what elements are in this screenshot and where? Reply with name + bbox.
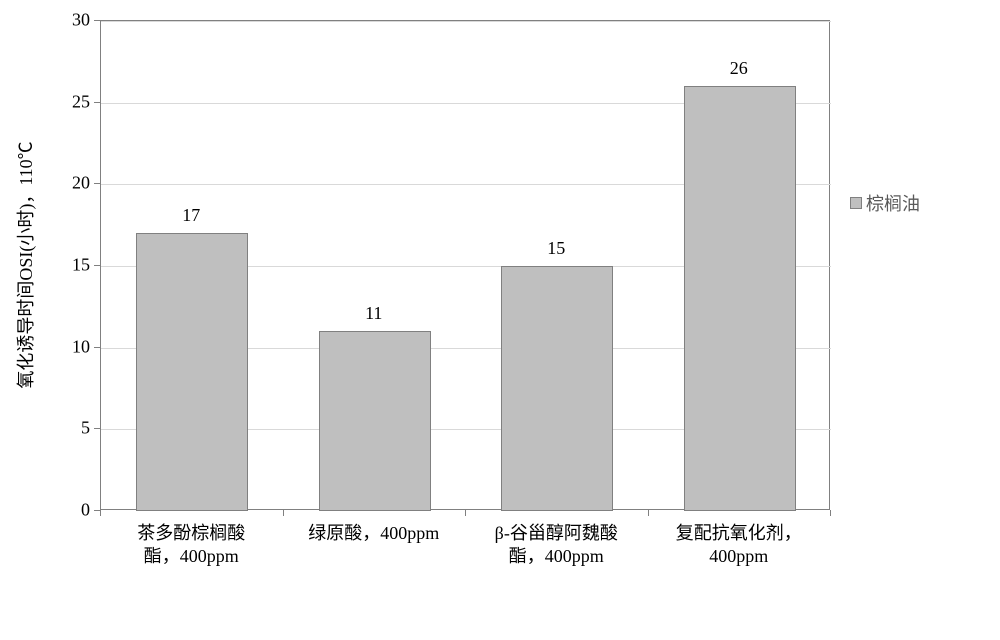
y-tick-label: 25 — [72, 91, 90, 112]
bar-value-label: 17 — [182, 205, 200, 226]
y-tick-mark — [94, 183, 100, 184]
bar-value-label: 26 — [730, 58, 748, 79]
y-tick-mark — [94, 347, 100, 348]
legend-swatch — [850, 197, 862, 209]
y-tick-label: 30 — [72, 10, 90, 31]
legend: 棕榈油 — [850, 190, 920, 216]
y-gridline — [101, 21, 831, 22]
plot-area — [100, 20, 830, 510]
y-axis-title: 氧化诱导时间OSI(小时)，110℃ — [12, 141, 38, 388]
bar-value-label: 15 — [547, 238, 565, 259]
x-tick-mark — [648, 510, 649, 516]
bar — [319, 331, 431, 511]
bar-chart: 氧化诱导时间OSI(小时)，110℃ 0 5 10 15 20 25 30 茶多酚棕榈酸酯，… — [0, 0, 1000, 640]
y-tick-label: 10 — [72, 336, 90, 357]
x-tick-mark — [465, 510, 466, 516]
x-category-label: 复配抗氧化剂，400ppm — [648, 522, 831, 569]
y-tick-mark — [94, 265, 100, 266]
y-tick-mark — [94, 102, 100, 103]
y-tick-label: 20 — [72, 173, 90, 194]
bar — [501, 266, 613, 511]
x-category-label: β-谷甾醇阿魏酸酯，400ppm — [465, 522, 648, 569]
x-tick-mark — [283, 510, 284, 516]
y-tick-label: 5 — [81, 418, 90, 439]
bar-value-label: 11 — [365, 303, 382, 324]
y-tick-mark — [94, 428, 100, 429]
x-tick-mark — [830, 510, 831, 516]
y-tick-label: 15 — [72, 255, 90, 276]
x-category-label: 绿原酸，400ppm — [283, 522, 466, 545]
y-tick-label: 0 — [81, 500, 90, 521]
bar — [684, 86, 796, 511]
bar — [136, 233, 248, 511]
y-tick-mark — [94, 20, 100, 21]
x-tick-mark — [100, 510, 101, 516]
x-category-label: 茶多酚棕榈酸酯，400ppm — [100, 522, 283, 569]
legend-label: 棕榈油 — [866, 190, 920, 216]
